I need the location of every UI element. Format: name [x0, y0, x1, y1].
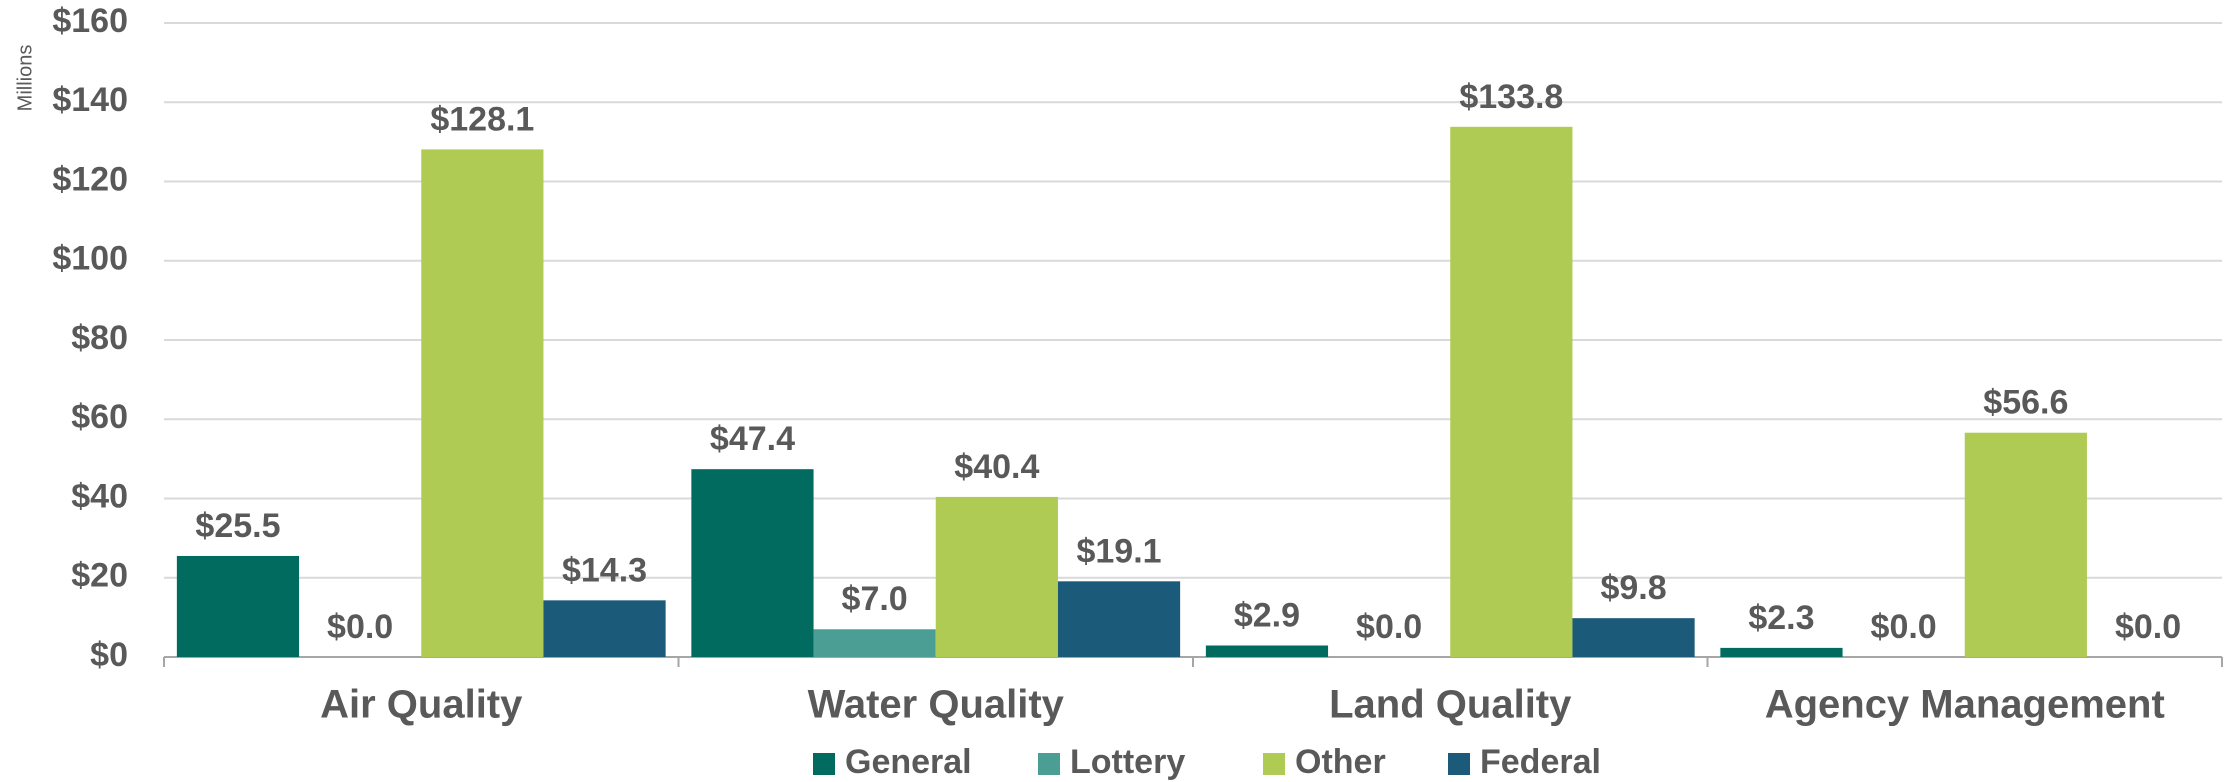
bar [1720, 647, 1843, 657]
value-label: $25.5 [195, 507, 280, 545]
value-label: $7.0 [842, 580, 908, 618]
value-label: $128.1 [430, 100, 534, 138]
value-label: $19.1 [1076, 532, 1161, 570]
value-label: $0.0 [1871, 608, 1937, 646]
y-tick-label: $160 [52, 2, 128, 40]
bar [1057, 581, 1181, 657]
bar [421, 149, 544, 657]
bar [813, 629, 936, 657]
value-label: $0.0 [2115, 608, 2181, 646]
value-label: $40.4 [954, 448, 1039, 486]
legend-swatch [1263, 753, 1285, 775]
legend-swatch [813, 753, 835, 775]
legend-label: Federal [1480, 743, 1601, 781]
value-label: $0.0 [1356, 608, 1422, 646]
y-tick-label: $40 [71, 477, 128, 515]
bar [176, 555, 300, 657]
x-tick-label: Land Quality [1329, 683, 1572, 727]
y-axis-label: Millions [14, 45, 36, 112]
value-label: $2.9 [1234, 596, 1300, 634]
x-tick-label: Agency Management [1765, 683, 2165, 727]
value-label: $2.3 [1748, 599, 1814, 637]
y-tick-label: $0 [90, 636, 128, 674]
bar [691, 469, 814, 657]
bar [1572, 618, 1695, 657]
legend-label: Lottery [1070, 743, 1185, 781]
legend-label: Other [1295, 743, 1386, 781]
y-tick-label: $80 [71, 319, 128, 357]
bar [1450, 126, 1573, 657]
x-tick-label: Air Quality [320, 683, 523, 727]
y-tick-label: $100 [52, 240, 128, 278]
legend-label: General [845, 743, 972, 781]
bar [935, 496, 1058, 657]
value-label: $133.8 [1459, 78, 1563, 116]
value-label: $56.6 [1983, 384, 2068, 422]
y-tick-label: $120 [52, 160, 128, 198]
bar [543, 600, 666, 657]
value-label: $47.4 [710, 420, 795, 458]
y-tick-label: $140 [52, 81, 128, 119]
legend-swatch [1038, 753, 1060, 775]
legend-swatch [1448, 753, 1470, 775]
value-label: $9.8 [1600, 569, 1666, 607]
bar [1964, 432, 2087, 657]
value-label: $14.3 [562, 551, 647, 589]
bar [1205, 645, 1329, 657]
value-label: $0.0 [327, 608, 393, 646]
y-tick-label: $60 [71, 398, 128, 436]
x-tick-label: Water Quality [808, 683, 1065, 727]
y-tick-label: $20 [71, 557, 128, 595]
